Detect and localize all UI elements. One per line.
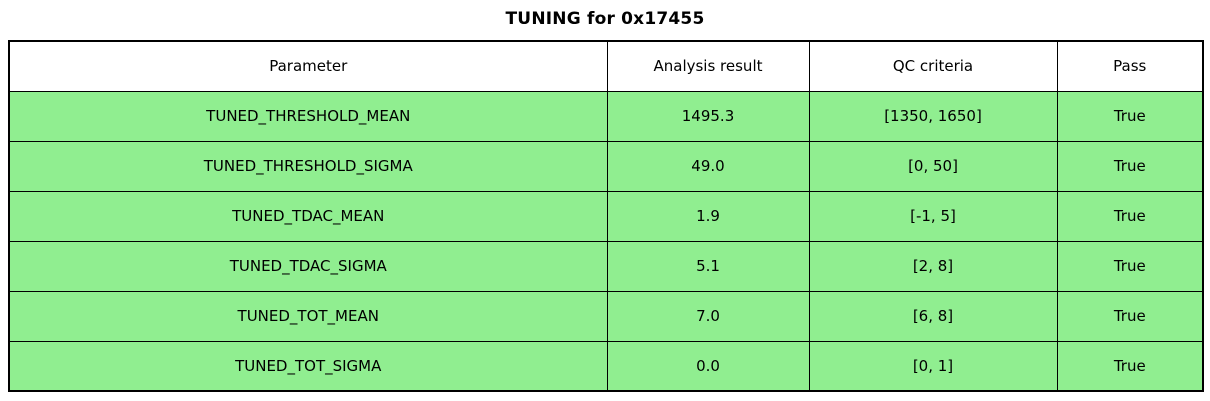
cell-parameter: TUNED_THRESHOLD_SIGMA <box>8 140 608 192</box>
table-row: TUNED_THRESHOLD_SIGMA 49.0 [0, 50] True <box>8 140 1204 192</box>
cell-pass: True <box>1056 340 1204 392</box>
table-row: TUNED_TOT_MEAN 7.0 [6, 8] True <box>8 290 1204 342</box>
cell-parameter: TUNED_TDAC_SIGMA <box>8 240 608 292</box>
cell-parameter: TUNED_TDAC_MEAN <box>8 190 608 242</box>
column-header-parameter: Parameter <box>8 40 608 92</box>
cell-pass: True <box>1056 290 1204 342</box>
table-body: TUNED_THRESHOLD_MEAN 1495.3 [1350, 1650]… <box>8 90 1204 392</box>
cell-qc-criteria: [2, 8] <box>808 240 1058 292</box>
page-title: TUNING for 0x17455 <box>505 9 705 29</box>
cell-analysis-result: 1.9 <box>606 190 810 242</box>
cell-qc-criteria: [-1, 5] <box>808 190 1058 242</box>
cell-pass: True <box>1056 240 1204 292</box>
qc-table: Parameter Analysis result QC criteria Pa… <box>8 40 1204 392</box>
cell-pass: True <box>1056 140 1204 192</box>
table-header: Parameter Analysis result QC criteria Pa… <box>8 40 1204 92</box>
cell-qc-criteria: [6, 8] <box>808 290 1058 342</box>
cell-qc-criteria: [1350, 1650] <box>808 90 1058 142</box>
cell-analysis-result: 0.0 <box>606 340 810 392</box>
table-row: TUNED_THRESHOLD_MEAN 1495.3 [1350, 1650]… <box>8 90 1204 142</box>
cell-analysis-result: 7.0 <box>606 290 810 342</box>
cell-analysis-result: 49.0 <box>606 140 810 192</box>
cell-qc-criteria: [0, 1] <box>808 340 1058 392</box>
table-row: TUNED_TOT_SIGMA 0.0 [0, 1] True <box>8 340 1204 392</box>
table-row: TUNED_TDAC_SIGMA 5.1 [2, 8] True <box>8 240 1204 292</box>
column-header-analysis-result: Analysis result <box>606 40 810 92</box>
cell-parameter: TUNED_THRESHOLD_MEAN <box>8 90 608 142</box>
cell-analysis-result: 1495.3 <box>606 90 810 142</box>
header-row: Parameter Analysis result QC criteria Pa… <box>8 40 1204 92</box>
column-header-pass: Pass <box>1056 40 1204 92</box>
cell-parameter: TUNED_TOT_SIGMA <box>8 340 608 392</box>
cell-pass: True <box>1056 190 1204 242</box>
column-header-qc-criteria: QC criteria <box>808 40 1058 92</box>
cell-qc-criteria: [0, 50] <box>808 140 1058 192</box>
cell-analysis-result: 5.1 <box>606 240 810 292</box>
table-row: TUNED_TDAC_MEAN 1.9 [-1, 5] True <box>8 190 1204 242</box>
cell-pass: True <box>1056 90 1204 142</box>
cell-parameter: TUNED_TOT_MEAN <box>8 290 608 342</box>
